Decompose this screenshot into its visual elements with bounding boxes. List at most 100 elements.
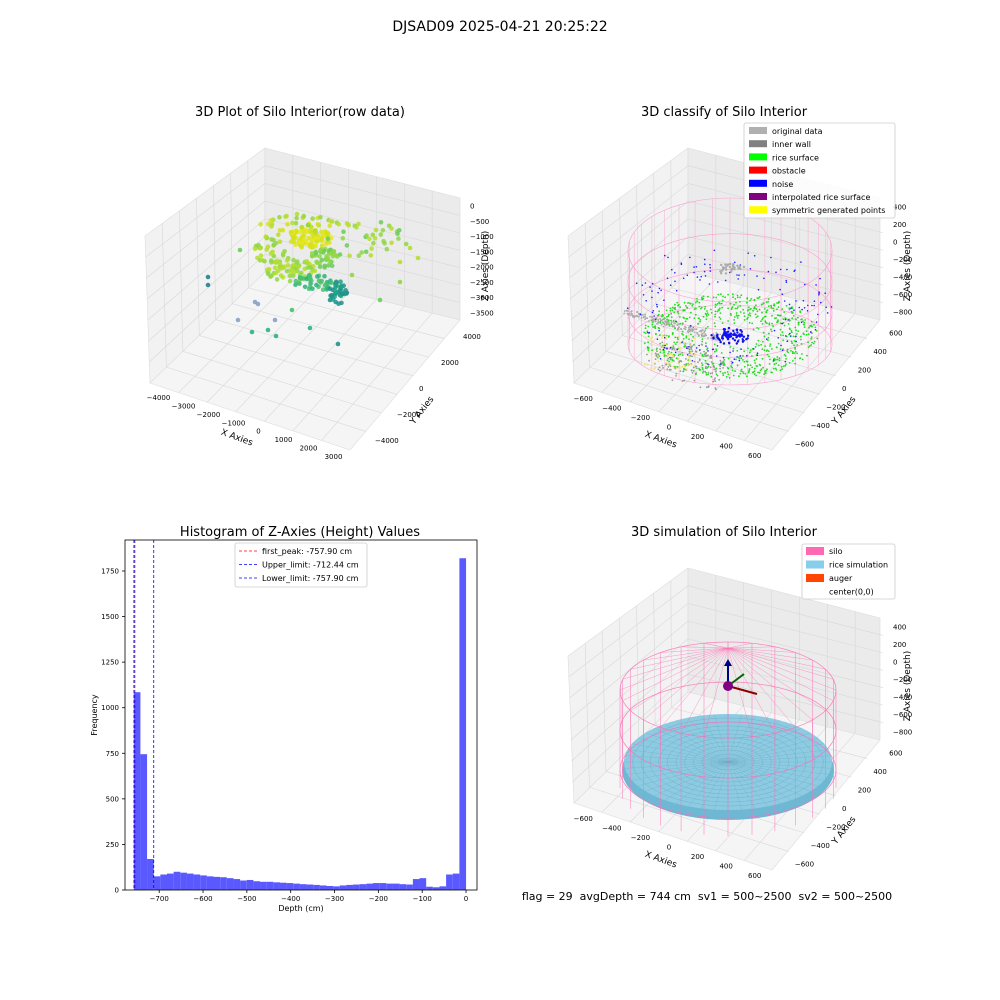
noise-point xyxy=(653,315,655,317)
rice-point xyxy=(665,309,668,312)
mesh-spoke xyxy=(675,720,729,763)
data-point xyxy=(314,259,320,265)
noise-point xyxy=(741,340,745,343)
rice-point xyxy=(685,335,688,338)
original-point xyxy=(695,328,698,331)
legend-label: rice surface xyxy=(772,153,819,162)
noise-point xyxy=(658,287,661,290)
rice-point xyxy=(696,298,698,300)
y-tick-label: −2000 xyxy=(397,411,421,419)
symmetric-point xyxy=(687,334,690,337)
rice-point xyxy=(699,368,702,371)
rice-point xyxy=(647,349,650,352)
grid-line xyxy=(601,278,717,393)
rice-point xyxy=(746,297,749,299)
data-point xyxy=(315,222,321,227)
rice-point xyxy=(791,311,794,314)
noise-point xyxy=(770,256,772,259)
rice-point xyxy=(723,359,726,361)
rice-point xyxy=(682,334,684,336)
panel4-x-ticks: −600 −400 −200 0 200 400 600 xyxy=(574,815,762,880)
grid-line xyxy=(196,198,200,336)
silo-roof-line xyxy=(643,647,729,721)
inner-wall-point xyxy=(707,386,710,388)
silo-roof-line xyxy=(660,647,729,728)
inner-wall-point xyxy=(699,352,702,355)
noise-point xyxy=(738,359,741,362)
data-point xyxy=(329,251,334,256)
noise-point xyxy=(691,360,694,362)
noise-point xyxy=(741,337,744,340)
inner-wall-point xyxy=(720,361,722,364)
data-point xyxy=(384,246,390,252)
noise-point xyxy=(795,335,797,338)
noise-point xyxy=(787,319,789,321)
inner-wall-point xyxy=(672,346,675,349)
noise-point xyxy=(756,275,758,277)
data-point xyxy=(407,245,413,251)
rice-point xyxy=(791,352,794,355)
symmetric-point xyxy=(660,345,663,348)
rice-point xyxy=(740,368,743,371)
symmetric-point xyxy=(675,367,678,370)
rice-point xyxy=(715,373,718,375)
rice-point xyxy=(792,335,795,338)
noise-point xyxy=(736,331,739,334)
rice-point xyxy=(740,294,743,297)
noise-point xyxy=(719,340,722,344)
noise-point xyxy=(726,338,730,341)
histogram-bar xyxy=(386,883,393,890)
original-point xyxy=(670,321,673,324)
grid-line xyxy=(264,299,377,422)
original-point xyxy=(630,314,632,317)
rice-point xyxy=(779,334,782,336)
noise-point xyxy=(820,301,822,304)
noise-point xyxy=(651,282,654,285)
rice-point xyxy=(761,357,764,360)
x-tick-label: −100 xyxy=(413,895,432,903)
original-point xyxy=(724,272,728,275)
noise-point xyxy=(699,279,701,281)
inner-wall-point xyxy=(709,355,712,358)
rice-point xyxy=(699,319,702,321)
data-point xyxy=(389,226,394,231)
rice-point xyxy=(679,316,681,318)
rice-point xyxy=(674,343,677,345)
grid-line xyxy=(149,254,266,363)
noise-point xyxy=(699,349,701,351)
noise-point xyxy=(738,274,740,277)
suptitle: DJSAD09 2025-04-21 20:25:22 xyxy=(392,19,607,35)
grid-line xyxy=(687,585,884,636)
rice-point xyxy=(725,375,728,378)
rice-point xyxy=(744,373,747,375)
original-point xyxy=(700,333,703,336)
data-point xyxy=(332,288,338,293)
noise-point xyxy=(669,347,672,349)
rice-point xyxy=(749,308,751,311)
data-point xyxy=(269,224,274,229)
mesh-spoke xyxy=(727,761,768,807)
rice-point xyxy=(719,370,722,373)
symmetric-point xyxy=(683,364,686,367)
original-point xyxy=(659,319,662,322)
noise-point xyxy=(818,291,820,293)
noise-point xyxy=(664,336,666,339)
x-tick-label: 600 xyxy=(748,452,761,460)
grid-line xyxy=(247,160,249,288)
rice-point xyxy=(705,372,708,374)
rice-point xyxy=(739,372,742,375)
data-point xyxy=(297,229,303,235)
grid-line xyxy=(744,312,856,441)
noise-point xyxy=(722,356,725,359)
rice-point xyxy=(763,373,765,375)
rice-point xyxy=(746,318,748,320)
rice-point xyxy=(688,338,690,340)
panel2-legend-box xyxy=(743,122,896,219)
rice-point xyxy=(718,316,721,319)
rice-point xyxy=(676,311,679,313)
panel2-points xyxy=(623,249,833,391)
rice-point xyxy=(715,349,718,352)
mesh-spoke xyxy=(727,737,819,763)
histogram-bar xyxy=(246,879,254,890)
mesh-spoke xyxy=(688,717,729,763)
